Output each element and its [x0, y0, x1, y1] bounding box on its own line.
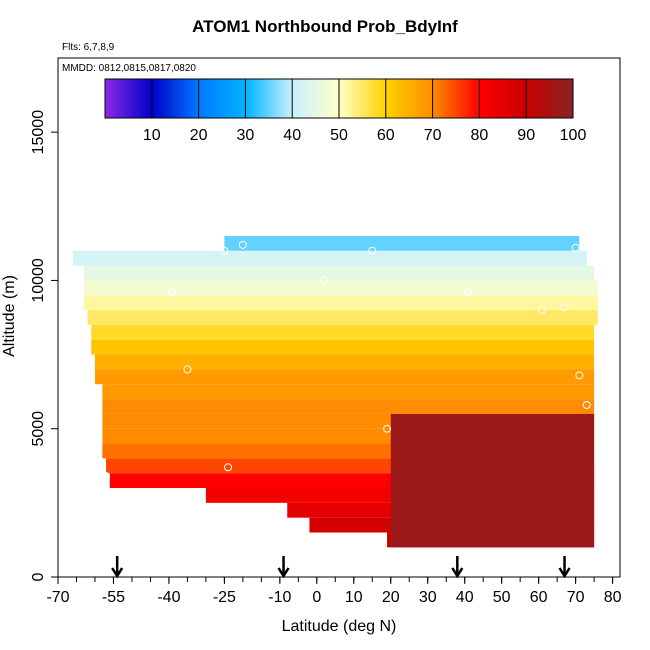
x-tick-label-7: 20: [382, 589, 400, 606]
colorbar-tick-label-3: 40: [283, 127, 301, 144]
heatmap-band-14: [91, 324, 595, 340]
heatmap-band-12: [94, 354, 595, 370]
sample-point-13: [575, 371, 584, 380]
sample-point-8: [368, 246, 377, 255]
sample-point-11: [538, 306, 547, 315]
sample-point-0: [65, 252, 74, 261]
x-tick-label-6: 10: [345, 589, 363, 606]
x-axis: -70 -55 -40 -25 -10 0 10 20 30 40 50 60 70 80: [46, 577, 622, 606]
y-tick-label-0: 0: [30, 572, 47, 581]
flight-marker-arrow-1: [277, 556, 290, 579]
x-tick-label-0: -70: [46, 589, 69, 606]
flight-marker-arrow-3: [558, 556, 571, 579]
plot-frame: [57, 57, 621, 578]
colorbar-tick-label-7: 80: [471, 127, 489, 144]
heatmap-band-19: [72, 250, 587, 266]
colorbar-tick-label-1: 20: [190, 127, 208, 144]
mmdd-annotation: MMDD: 0812,0815,0817,0820: [62, 63, 196, 74]
sample-point-1: [168, 288, 177, 297]
colorbar-tick-label-2: 30: [237, 127, 255, 144]
heatmap-band-11: [94, 369, 595, 385]
heatmap-band-15: [87, 310, 598, 325]
flight-marker-arrow-0: [111, 556, 124, 579]
x-tick-label-5: 0: [312, 589, 321, 606]
x-tick-label-10: 50: [493, 589, 511, 606]
heatmap-band-9: [102, 399, 595, 414]
heatmap-band-20: [224, 235, 580, 251]
chart-title: ATOM1 Northbound Prob_BdyInf: [192, 17, 458, 36]
arrow-head: [451, 567, 464, 579]
x-tick-label-12: 70: [567, 589, 585, 606]
flight-marker-arrow-2: [451, 556, 464, 579]
sample-point-4: [238, 240, 247, 249]
high-value-region: [390, 413, 595, 548]
sample-point-7: [320, 276, 329, 285]
heatmap-band-17: [83, 280, 598, 296]
colorbar-tick-label-6: 70: [424, 127, 442, 144]
x-tick-label-8: 30: [419, 589, 437, 606]
sample-point-3: [220, 246, 229, 255]
x-tick-label-9: 40: [456, 589, 474, 606]
x-tick-label-11: 60: [530, 589, 548, 606]
heatmap-band-13: [91, 339, 595, 355]
y-axis: 0 5000 10000 15000: [30, 110, 58, 581]
y-tick-label-1: 5000: [30, 411, 47, 447]
y-tick-label-3: 15000: [30, 110, 47, 155]
y-axis-label: Altitude (m): [1, 275, 18, 357]
colorbar-frame: [104, 78, 574, 119]
arrow-head: [111, 567, 124, 579]
heatmap-band-16: [83, 295, 598, 311]
colorbar-tick-label-9: 100: [560, 127, 587, 144]
sample-point-5: [224, 463, 233, 472]
arrow-head: [277, 567, 290, 579]
sample-point-12: [560, 303, 569, 312]
heatmap-cells: [72, 235, 598, 548]
colorbar: 10 20 30 40 50 60 70 80 90 100: [104, 78, 587, 144]
sample-point-15: [582, 400, 591, 409]
x-tick-label-2: -40: [157, 589, 180, 606]
x-axis-label: Latitude (deg N): [282, 618, 397, 635]
heatmap-band-10: [102, 384, 595, 400]
sample-point-10: [464, 288, 473, 297]
y-tick-label-2: 10000: [30, 258, 47, 303]
sample-point-2: [183, 365, 192, 374]
colorbar-tick-label-4: 50: [330, 127, 348, 144]
x-tick-label-3: -25: [213, 589, 236, 606]
heatmap-band-18: [83, 265, 595, 281]
sample-point-6: [102, 472, 111, 481]
flights-annotation: Flts: 6,7,8,9: [62, 42, 115, 53]
arrow-head: [558, 567, 571, 579]
sample-point-14: [571, 243, 580, 252]
colorbar-tick-label-8: 90: [517, 127, 535, 144]
colorbar-tick-label-5: 60: [377, 127, 395, 144]
sample-point-9: [383, 424, 392, 433]
flight-markers: [111, 556, 571, 579]
colorbar-tick-label-0: 10: [143, 127, 161, 144]
x-tick-label-13: 80: [604, 589, 622, 606]
sample-points: [65, 240, 591, 481]
x-tick-label-1: -55: [102, 589, 125, 606]
x-tick-label-4: -10: [268, 589, 291, 606]
